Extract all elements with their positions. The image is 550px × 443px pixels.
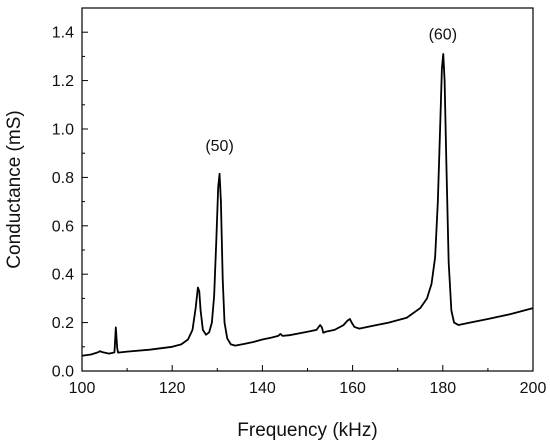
y-tick-label: 1.0 [52, 122, 74, 139]
peak-annotation: (60) [429, 26, 457, 43]
x-tick-label: 100 [69, 380, 96, 397]
y-tick-label: 0.6 [52, 218, 74, 235]
x-tick-label: 160 [339, 380, 366, 397]
x-tick-label: 120 [159, 380, 186, 397]
x-tick-label: 180 [429, 380, 456, 397]
y-axis-title: Conductance (mS) [4, 110, 25, 268]
y-tick-label: 0.4 [52, 267, 74, 284]
conductance-series-line [81, 53, 534, 357]
x-axis-ticks: 100 120 140 160 180 200 [69, 365, 547, 397]
y-tick-label: 0.0 [52, 364, 74, 381]
peak-annotations: (50) (60) [205, 26, 457, 154]
x-axis-title: Frequency (kHz) [237, 420, 377, 441]
x-tick-label: 140 [249, 380, 276, 397]
peak-annotation: (50) [205, 138, 233, 155]
plot-frame [81, 7, 534, 372]
y-tick-label: 0.2 [52, 315, 74, 332]
y-tick-label: 0.8 [52, 170, 74, 187]
y-axis-ticks: 0.0 0.2 0.4 0.6 0.8 1.0 1.2 1.4 [52, 25, 88, 381]
y-tick-label: 1.2 [52, 73, 74, 90]
x-tick-label: 200 [520, 380, 547, 397]
y-tick-label: 1.4 [52, 25, 74, 42]
